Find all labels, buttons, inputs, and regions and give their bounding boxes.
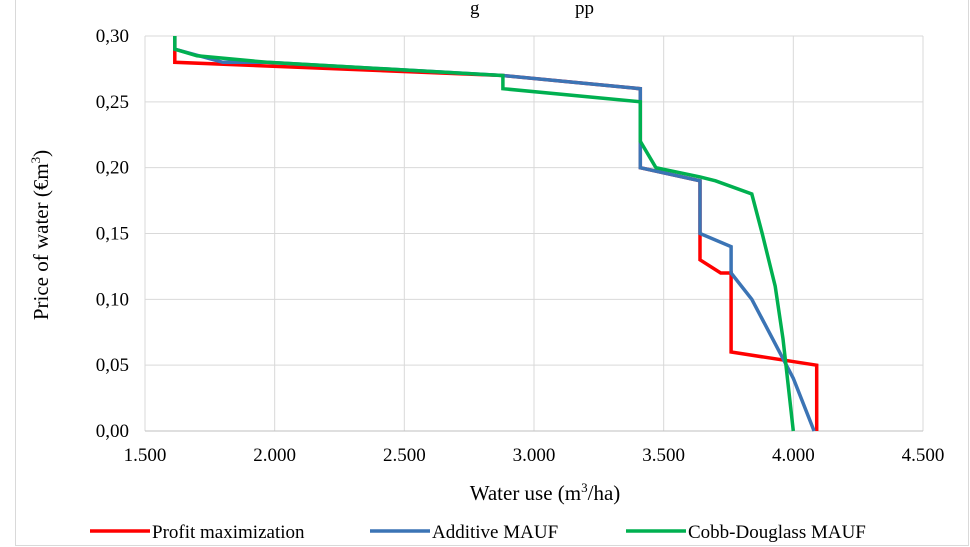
y-tick-label: 0,10 — [96, 289, 129, 310]
x-tick-label: 2.000 — [253, 445, 296, 466]
x-axis-title-sup: 3 — [581, 480, 588, 495]
y-axis-title-sup: 3 — [28, 157, 43, 164]
y-tick-label: 0,30 — [96, 26, 129, 47]
x-tick-label: 3.000 — [513, 445, 556, 466]
x-tick-label: 3.500 — [642, 445, 685, 466]
y-tick-label: 0,20 — [96, 158, 129, 179]
series-lines — [173, 36, 819, 432]
series-line-2 — [173, 36, 816, 432]
legend-label: Cobb-Douglass MAUF — [688, 522, 866, 543]
tick-labels: 0,00 0,05 0,10 0,15 0,20 0,25 0,30 1.500 2.000 2.… — [96, 26, 945, 466]
series-line-3 — [173, 36, 796, 432]
x-axis-title-text: Water use (m — [470, 481, 581, 505]
top-text-fragment: g — [470, 0, 480, 19]
x-axis-title-tail: /ha) — [588, 481, 621, 505]
y-axis-title-tail: ) — [29, 150, 53, 157]
x-tick-label: 4.000 — [772, 445, 815, 466]
y-tick-label: 0,15 — [96, 224, 129, 245]
chart-frame — [15, 0, 969, 546]
x-tick-label: 1.500 — [124, 445, 167, 466]
x-axis-title: Water use (m3/ha) — [470, 480, 621, 505]
grid-lines — [144, 35, 924, 432]
y-tick-label: 0,25 — [96, 92, 129, 113]
y-tick-label: 0,00 — [96, 421, 129, 442]
x-tick-label: 4.500 — [902, 445, 945, 466]
legend-label: Additive MAUF — [432, 522, 558, 543]
legend-label: Profit maximization — [152, 522, 305, 543]
x-tick-label: 2.500 — [383, 445, 426, 466]
legend: Profit maximization Additive MAUF Cobb-Dou… — [90, 522, 866, 543]
y-axis-title-text: Price of water (€m — [29, 163, 53, 320]
y-tick-label: 0,05 — [96, 355, 129, 376]
top-text-fragment-2: pp — [575, 0, 594, 19]
y-axis-title: Price of water (€m3) — [28, 150, 53, 320]
